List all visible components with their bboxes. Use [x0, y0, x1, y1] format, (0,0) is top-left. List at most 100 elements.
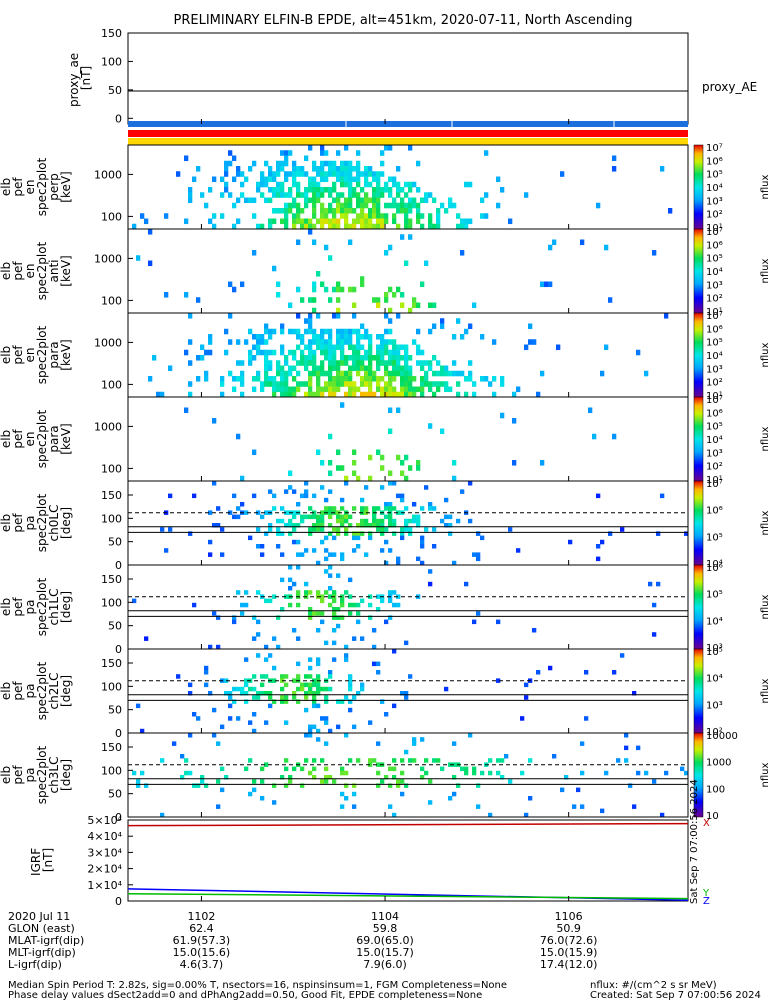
- heatmap-cell: [636, 770, 641, 776]
- xaxis-row-value: 62.4: [189, 922, 214, 935]
- heatmap-cell: [272, 506, 277, 511]
- ytick-label: 150: [101, 489, 122, 502]
- heatmap-cell: [348, 355, 353, 361]
- heatmap-cell: [380, 485, 385, 490]
- colorbar-tick-label: 10⁶: [706, 324, 723, 335]
- heatmap-cell: [308, 318, 313, 324]
- heatmap-cell: [408, 208, 413, 214]
- heatmap-cell: [392, 349, 397, 356]
- heatmap-cell: [324, 218, 329, 225]
- heatmap-cell: [320, 187, 325, 193]
- heatmap-cell: [288, 531, 293, 536]
- heatmap-cell: [440, 365, 445, 372]
- heatmap-cell: [352, 349, 357, 356]
- heatmap-cell: [312, 339, 317, 345]
- heatmap-cell: [480, 213, 485, 219]
- heatmap-cell: [376, 376, 381, 382]
- heatmap-cell: [440, 370, 445, 377]
- heatmap-cell: [336, 449, 341, 456]
- heatmap-cell: [256, 632, 261, 637]
- heatmap-cell: [240, 691, 245, 696]
- heatmap-cell: [224, 328, 229, 335]
- heatmap-cell: [360, 218, 365, 225]
- heatmap-cell: [200, 344, 205, 351]
- panel-ylabel-line: spec2plot: [35, 493, 49, 552]
- panel-ylabel-line: [deg]: [59, 507, 73, 539]
- heatmap-cell: [216, 615, 221, 620]
- panel-ylabel-line: [deg]: [59, 591, 73, 623]
- heatmap-cell: [328, 506, 333, 511]
- heatmap-cell: [292, 678, 297, 683]
- heatmap-cell: [308, 360, 313, 366]
- heatmap-cell: [292, 489, 297, 494]
- heatmap-cell: [392, 360, 397, 366]
- heatmap-cell: [204, 670, 209, 675]
- heatmap-cell: [288, 386, 293, 393]
- heatmap-cell: [296, 565, 301, 570]
- heatmap-cell: [312, 699, 317, 704]
- colorbar-tick-label: 10⁷: [706, 479, 723, 490]
- heatmap-cell: [360, 682, 365, 688]
- heatmap-cell: [496, 176, 501, 183]
- heatmap-cell: [324, 344, 329, 351]
- heatmap-cell: [320, 510, 325, 515]
- heatmap-cell: [212, 523, 217, 528]
- heatmap-cell: [268, 691, 273, 696]
- heatmap-cell: [244, 339, 249, 345]
- heatmap-cell: [260, 682, 265, 688]
- panel-ylabel: elbpefpaspec2plotch1LC[deg]: [0, 577, 73, 636]
- ytick-label: 0: [115, 559, 122, 572]
- heatmap-cell: [400, 493, 405, 499]
- heatmap-cell: [548, 281, 553, 288]
- heatmap-cell: [384, 213, 389, 219]
- heatmap-cell: [220, 527, 225, 532]
- heatmap-cell: [476, 783, 481, 788]
- heatmap-cell: [256, 187, 261, 193]
- heatmap-cell: [404, 518, 409, 524]
- heatmap-cell: [160, 812, 165, 817]
- heatmap-cell: [348, 171, 353, 177]
- colorbar-label: nflux: [760, 342, 771, 367]
- heatmap-cell: [268, 365, 273, 372]
- heatmap-cell: [360, 376, 365, 382]
- heatmap-cell: [260, 796, 265, 801]
- heatmap-cell: [308, 665, 313, 671]
- heatmap-cells: [132, 145, 673, 229]
- heatmap-cell: [384, 339, 389, 345]
- heatmap-cell: [316, 523, 321, 528]
- panel-ylabel-line: elb: [0, 514, 13, 532]
- heatmap-cell: [388, 514, 393, 520]
- heatmap-cell: [652, 632, 657, 637]
- heatmap-cell: [392, 531, 397, 536]
- heatmap-cell: [668, 208, 673, 214]
- heatmap-cell: [340, 699, 345, 704]
- heatmap-cell: [384, 514, 389, 520]
- heatmap-cell: [256, 619, 261, 625]
- heatmap-cell: [420, 535, 425, 541]
- heatmap-cell: [412, 386, 417, 393]
- heatmap-cell: [644, 370, 649, 377]
- heatmap-cell: [448, 514, 453, 520]
- heatmap-cell: [144, 636, 149, 641]
- heatmap-cell: [264, 674, 269, 679]
- heatmap-cell: [256, 370, 261, 377]
- heatmap-cell: [300, 381, 305, 387]
- heatmap-cell: [396, 454, 401, 461]
- heatmap-cell: [136, 783, 141, 788]
- heatmap-cell: [348, 594, 353, 599]
- heatmap-cell: [260, 181, 265, 188]
- heatmap-cell: [388, 370, 393, 377]
- heatmap-cell: [228, 313, 233, 319]
- heatmap-cell: [428, 581, 433, 587]
- heatmap-cell: [428, 381, 433, 387]
- heatmap-cell: [428, 386, 433, 393]
- heatmap-cell: [400, 365, 405, 372]
- heatmap-cell: [364, 192, 369, 198]
- heatmap-cell: [232, 615, 237, 620]
- heatmap-cell: [252, 636, 257, 641]
- heatmap-cell: [464, 223, 469, 229]
- heatmap-cell: [632, 804, 637, 809]
- heatmap-cell: [396, 166, 401, 172]
